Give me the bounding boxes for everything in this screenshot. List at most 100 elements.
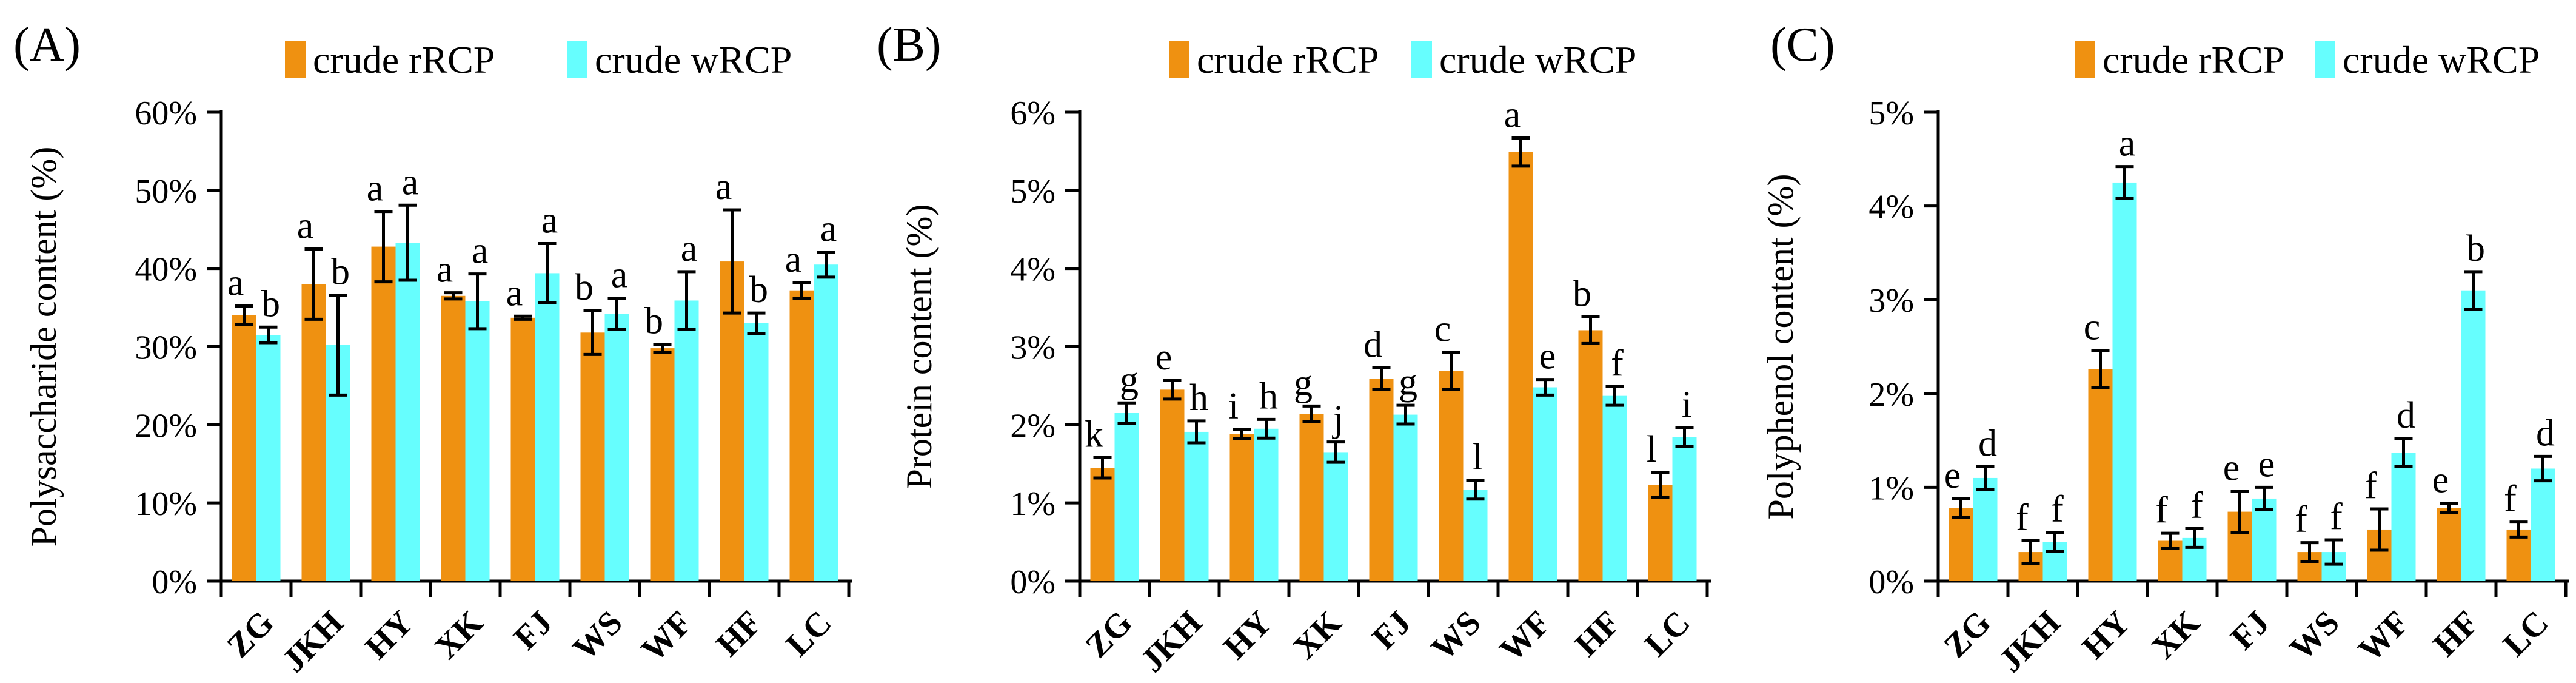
significance-letter: g: [1399, 362, 1417, 403]
y-axis-title: Protein content (%): [899, 204, 939, 490]
panel-b: (B) crude rRCP crude wRCP 0% 1% 2% 3% 4% 5% 6% Pro…: [858, 0, 1717, 683]
bar-wrcp: [1602, 395, 1627, 581]
legend-swatch-rrcp: [1169, 41, 1189, 78]
significance-letter: d: [1978, 423, 1997, 464]
bar-rrcp: [1299, 414, 1324, 581]
y-tick-label: 30%: [135, 329, 197, 367]
significance-letter: f: [2051, 489, 2064, 530]
chart-svg: (C) crude rRCP crude wRCP 0% 1% 2% 3% 4% 5% Polyp…: [1717, 0, 2575, 683]
bar-wrcp: [395, 243, 420, 581]
y-tick-label: 4%: [1010, 251, 1055, 289]
bar-rrcp: [1439, 371, 1464, 581]
bar-wrcp: [1393, 414, 1418, 581]
significance-letter: a: [297, 205, 314, 246]
legend-label-rrcp: crude rRCP: [2103, 38, 2284, 81]
significance-letter: h: [1189, 377, 1208, 419]
significance-letter: b: [749, 269, 768, 311]
bar-wrcp: [1973, 477, 1998, 581]
bar-wrcp: [1672, 437, 1697, 581]
bar-wrcp: [814, 264, 838, 582]
significance-letter: a: [506, 272, 523, 314]
bar-rrcp: [650, 348, 675, 581]
bar-rrcp: [441, 295, 466, 581]
bar-wrcp: [465, 301, 490, 581]
bar-rrcp: [510, 317, 535, 581]
bar-wrcp: [2391, 453, 2416, 581]
y-tick-label: 1%: [1868, 469, 1914, 507]
significance-letter: c: [2084, 307, 2101, 348]
y-tick-label: 1%: [1010, 485, 1055, 523]
legend-swatch-wrcp: [2315, 41, 2335, 78]
bar-wrcp: [2531, 468, 2555, 581]
panel-label: (C): [1770, 18, 1835, 72]
significance-letter: d: [2536, 412, 2555, 454]
significance-letter: a: [437, 249, 453, 291]
y-tick-label: 6%: [1010, 95, 1055, 132]
y-tick-label: 2%: [1010, 407, 1055, 445]
bar-wrcp: [2252, 498, 2277, 581]
y-tick-label: 3%: [1868, 282, 1914, 320]
legend-swatch-rrcp: [285, 41, 306, 78]
y-axis-title: Polysaccharide content (%): [24, 147, 64, 547]
bar-wrcp: [2112, 182, 2137, 581]
panel-a: (A) crude rRCP crude wRCP 0% 10% 20% 30% 40% 50%…: [0, 0, 858, 683]
bar-rrcp: [301, 284, 326, 581]
significance-letter: e: [1539, 336, 1556, 377]
bar-rrcp: [1508, 152, 1533, 581]
bar-rrcp: [2088, 369, 2113, 581]
significance-letter: f: [2295, 499, 2307, 540]
significance-letter: a: [715, 166, 732, 207]
bar-rrcp: [1160, 389, 1185, 581]
significance-letter: b: [2466, 228, 2485, 269]
significance-letter: b: [261, 283, 280, 325]
significance-letter: l: [1647, 429, 1657, 470]
y-tick-label: 40%: [135, 251, 197, 289]
significance-letter: a: [227, 263, 244, 304]
chart-svg: (A) crude rRCP crude wRCP 0% 10% 20% 30% 40% 50%…: [0, 0, 858, 683]
bar-wrcp: [744, 323, 769, 581]
chart-background: [1717, 0, 2575, 683]
significance-letter: f: [2364, 465, 2377, 506]
y-tick-label: 0%: [152, 564, 197, 601]
bar-wrcp: [674, 300, 699, 581]
y-tick-label: 0%: [1010, 564, 1055, 601]
significance-letter: a: [820, 209, 837, 250]
significance-letter: f: [1611, 343, 1624, 384]
significance-letter: a: [472, 230, 489, 272]
y-tick-label: 5%: [1010, 173, 1055, 210]
bar-rrcp: [1229, 434, 1254, 581]
bar-wrcp: [1533, 387, 1557, 581]
bar-rrcp: [1369, 379, 1394, 581]
bar-rrcp: [1648, 485, 1673, 581]
significance-letter: d: [1363, 324, 1382, 365]
bar-rrcp: [1090, 468, 1115, 581]
y-tick-label: 50%: [135, 173, 197, 210]
bar-wrcp: [1184, 431, 1209, 581]
chart-background: [0, 0, 858, 683]
y-tick-label: 60%: [135, 95, 197, 132]
y-axis-title: Polyphenol content (%): [1761, 174, 1801, 520]
y-tick-label: 20%: [135, 407, 197, 445]
bar-rrcp: [232, 315, 256, 581]
bar-rrcp: [2437, 508, 2461, 581]
bar-rrcp: [789, 290, 814, 581]
panel-label: (B): [877, 18, 942, 72]
significance-letter: i: [1228, 386, 1239, 427]
y-tick-label: 2%: [1868, 376, 1914, 414]
significance-letter: e: [1944, 455, 1961, 496]
bar-rrcp: [720, 261, 744, 581]
bar-rrcp: [1949, 508, 1973, 581]
significance-letter: h: [1259, 375, 1278, 417]
y-tick-label: 3%: [1010, 329, 1055, 367]
bar-rrcp: [1578, 330, 1603, 581]
significance-letter: d: [2397, 395, 2415, 436]
bar-wrcp: [1254, 428, 1279, 581]
significance-letter: i: [1682, 384, 1692, 425]
legend-swatch-wrcp: [1411, 41, 1432, 78]
bar-wrcp: [1463, 490, 1488, 581]
significance-letter: a: [367, 168, 384, 209]
bar-wrcp: [1114, 413, 1139, 581]
significance-letter: a: [611, 255, 628, 296]
legend-label-rrcp: crude rRCP: [313, 38, 495, 81]
significance-letter: a: [2119, 123, 2136, 164]
